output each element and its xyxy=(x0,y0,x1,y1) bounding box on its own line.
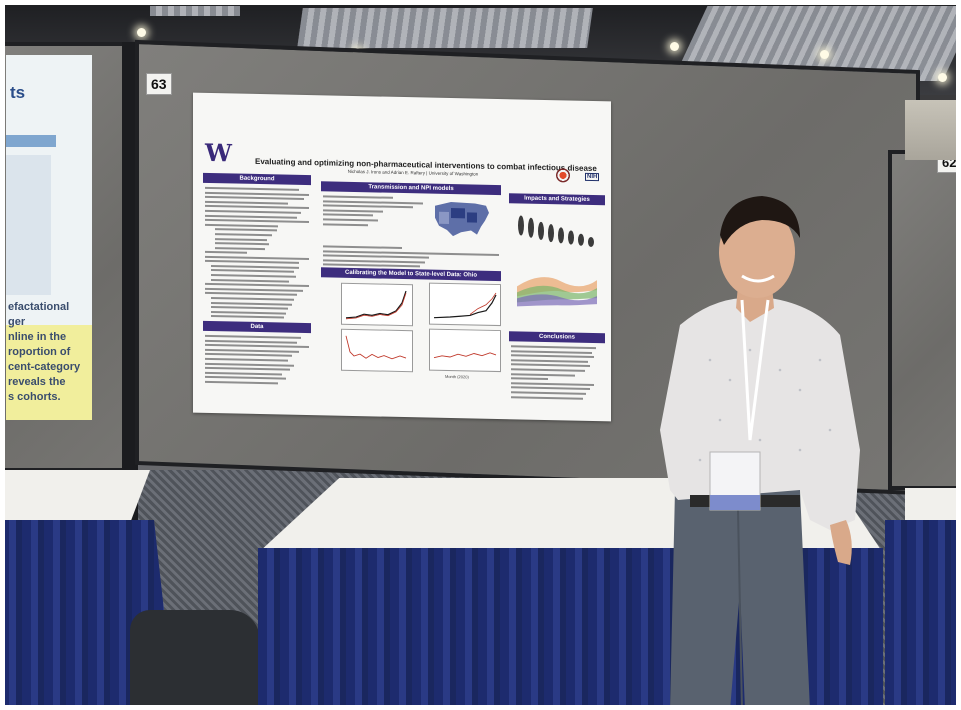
neighbor-poster-line: reveals the xyxy=(8,376,66,388)
neighbor-poster-header xyxy=(6,135,56,147)
section-header-conclusions: Conclusions xyxy=(509,331,605,344)
section-header-background: Background xyxy=(203,172,311,186)
neighbor-poster: ts efactational ger nline in the roporti… xyxy=(6,55,92,420)
violin-plot-figure xyxy=(518,215,594,247)
background-text xyxy=(205,186,309,253)
calibration-curve-red xyxy=(433,352,497,359)
funder-logo: NIH xyxy=(585,172,600,182)
poster-board-right xyxy=(888,150,961,490)
presenter-person xyxy=(660,196,860,710)
ceiling-light xyxy=(820,50,829,59)
neighbor-poster-title: ts xyxy=(10,83,26,102)
back-wall xyxy=(905,100,961,160)
data-text xyxy=(205,334,309,388)
table-skirt-right xyxy=(885,520,961,710)
ceiling-panel-center xyxy=(297,8,593,48)
institution-seal-icon xyxy=(556,168,570,183)
neighbor-poster-line: cent-category xyxy=(8,361,81,373)
ceiling-panel-left xyxy=(150,6,240,16)
neighbor-poster-figure xyxy=(6,155,51,295)
research-poster: W Evaluating and optimizing non-pharmace… xyxy=(193,92,611,422)
booth-number: 63 xyxy=(146,73,172,95)
neighbor-poster-highlight xyxy=(6,325,92,420)
calibration-chart xyxy=(341,282,413,327)
section-header-data: Data xyxy=(203,320,311,334)
board-pole xyxy=(122,42,138,612)
calibration-curve-black xyxy=(345,290,407,319)
ceiling-light xyxy=(938,73,947,82)
university-logo: W xyxy=(205,137,232,168)
section-header-impacts: Impacts and Strategies xyxy=(509,193,605,206)
neighbor-poster-line: efactational xyxy=(8,301,70,313)
backpack xyxy=(130,610,260,710)
calibration-curve-black xyxy=(433,294,497,319)
calibration-chart xyxy=(429,328,501,373)
neighbor-poster-text: efactational ger nline in the roportion … xyxy=(8,300,92,405)
calibration-curve-red xyxy=(469,292,497,315)
neighbor-poster-line: roportion of xyxy=(8,346,71,358)
neighbor-poster-line: s cohorts. xyxy=(8,391,61,403)
calibration-chart xyxy=(341,328,413,373)
calibration-chart xyxy=(429,282,501,327)
strategy-band-figure xyxy=(517,277,597,307)
calibration-curve-red xyxy=(345,335,407,360)
ceiling-light xyxy=(137,28,146,37)
transmission-text xyxy=(323,195,423,229)
conclusions-text xyxy=(511,345,603,402)
neighbor-poster-line: ger xyxy=(8,316,26,328)
us-map-figure xyxy=(435,202,489,237)
ceiling-light xyxy=(670,42,679,51)
axis-label: Month (2020) xyxy=(445,373,469,380)
neighbor-poster-line: nline in the xyxy=(8,331,67,343)
section-header-transmission: Transmission and NPI models xyxy=(321,181,501,196)
calibration-curve-red xyxy=(345,292,407,320)
contributions-text xyxy=(205,250,309,322)
